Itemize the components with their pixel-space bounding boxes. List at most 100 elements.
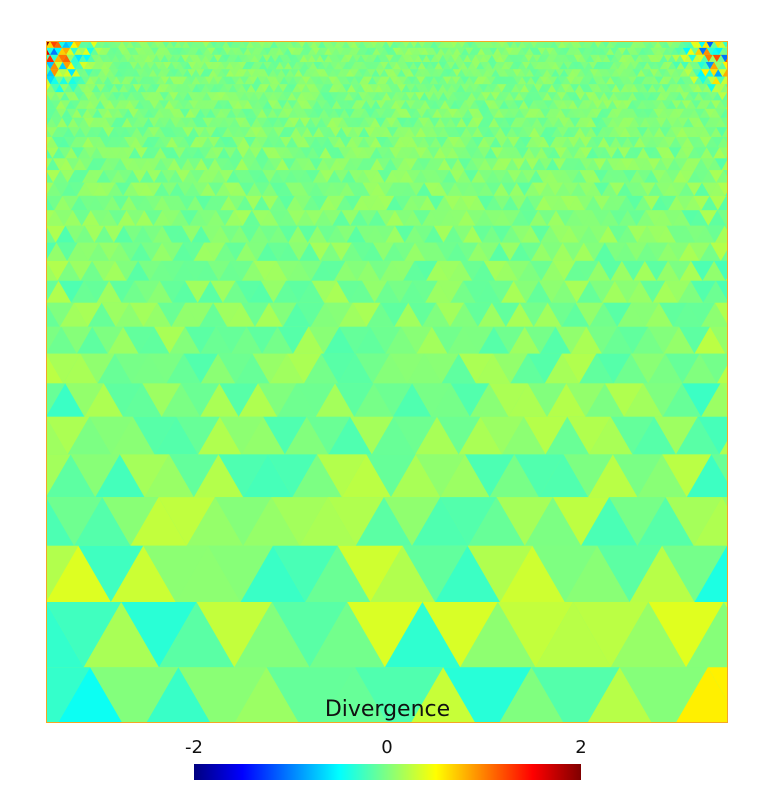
mesh-triangle [143, 302, 172, 327]
mesh-triangle [346, 100, 357, 109]
mesh-triangle [420, 100, 431, 109]
mesh-triangle [523, 100, 534, 109]
mesh-triangle [442, 108, 453, 118]
mesh-triangle [294, 117, 306, 128]
mesh-triangle [681, 100, 692, 109]
mesh-triangle [301, 127, 313, 137]
mesh-triangle [594, 41, 602, 48]
mesh-triangle [435, 137, 448, 148]
mesh-triangle [512, 69, 522, 77]
mesh-triangle [96, 280, 122, 303]
mesh-triangle [87, 195, 105, 211]
mesh-triangle [652, 280, 678, 303]
mesh-triangle [348, 54, 357, 62]
mesh-triangle [435, 170, 450, 183]
mesh-triangle [253, 260, 277, 281]
mesh-triangle [255, 69, 265, 77]
mesh-triangle [521, 117, 532, 128]
mesh-triangle [114, 84, 124, 93]
mesh-triangle [709, 182, 726, 196]
mesh-triangle [429, 137, 442, 148]
mesh-triangle [387, 84, 397, 93]
mesh-triangle [578, 182, 594, 196]
mesh-triangle [286, 280, 312, 303]
mesh-triangle [204, 147, 218, 159]
mesh-triangle [645, 137, 658, 148]
mesh-triangle [535, 108, 546, 118]
mesh-triangle [103, 170, 119, 183]
mesh-triangle [637, 225, 657, 243]
mesh-triangle [240, 117, 252, 128]
mesh-triangle [326, 41, 334, 48]
mesh-triangle [405, 100, 416, 109]
mesh-triangle [102, 41, 110, 48]
mesh-triangle [426, 127, 438, 137]
mesh-triangle [661, 117, 673, 128]
mesh-triangle [439, 182, 455, 196]
mesh-triangle [602, 280, 628, 303]
mesh-triangle [192, 147, 205, 159]
mesh-triangle [200, 326, 232, 354]
mesh-triangle [177, 137, 190, 148]
mesh-triangle [557, 54, 566, 62]
mesh-triangle [299, 260, 323, 281]
mesh-triangle [424, 92, 434, 101]
mesh-triangle [304, 353, 339, 384]
mesh-triangle [631, 302, 660, 327]
mesh-triangle [452, 69, 462, 77]
mesh-triangle [80, 69, 89, 77]
mesh-triangle [579, 76, 589, 85]
mesh-triangle [58, 62, 67, 70]
mesh-triangle [307, 69, 316, 77]
mesh-triangle [222, 76, 232, 85]
mesh-triangle [426, 41, 434, 48]
mesh-triangle [393, 54, 402, 62]
mesh-triangle [159, 92, 169, 101]
mesh-triangle [514, 170, 529, 183]
mesh-triangle [518, 41, 526, 48]
mesh-triangle [472, 260, 496, 281]
mesh-triangle [221, 92, 231, 101]
mesh-triangle [470, 182, 486, 196]
mesh-triangle [120, 195, 138, 211]
mesh-triangle [351, 100, 362, 109]
mesh-triangle [65, 225, 85, 243]
mesh-triangle [195, 260, 219, 281]
mesh-triangle [400, 62, 410, 70]
mesh-triangle [82, 41, 90, 48]
mesh-triangle [83, 92, 94, 101]
mesh-triangle [54, 76, 64, 85]
mesh-triangle [509, 76, 518, 85]
mesh-triangle [222, 41, 230, 48]
mesh-triangle [520, 242, 542, 261]
mesh-triangle [95, 454, 145, 498]
mesh-triangle [391, 117, 403, 128]
mesh-triangle [235, 76, 245, 85]
mesh-triangle [299, 47, 308, 55]
mesh-triangle [610, 195, 627, 211]
mesh-triangle [416, 76, 426, 85]
mesh-triangle [99, 54, 108, 62]
mesh-triangle [341, 454, 391, 498]
mesh-triangle [723, 170, 728, 178]
mesh-triangle [475, 210, 494, 226]
mesh-triangle [506, 260, 530, 281]
mesh-triangle [96, 62, 105, 70]
mesh-triangle [50, 92, 61, 101]
mesh-triangle [520, 210, 539, 226]
mesh-triangle [500, 127, 512, 137]
mesh-triangle [465, 47, 474, 55]
mesh-triangle [505, 62, 514, 70]
mesh-triangle [449, 47, 457, 55]
mesh-triangle [560, 147, 574, 159]
mesh-triangle [532, 158, 546, 171]
mesh-triangle [77, 147, 91, 159]
mesh-triangle [501, 280, 527, 303]
mesh-triangle [355, 170, 371, 183]
colorbar-gradient [194, 764, 581, 780]
mesh-triangle [675, 137, 688, 148]
mesh-triangle [456, 117, 467, 128]
mesh-triangle [183, 62, 193, 70]
mesh-triangle [243, 147, 256, 159]
mesh-triangle [424, 158, 438, 171]
